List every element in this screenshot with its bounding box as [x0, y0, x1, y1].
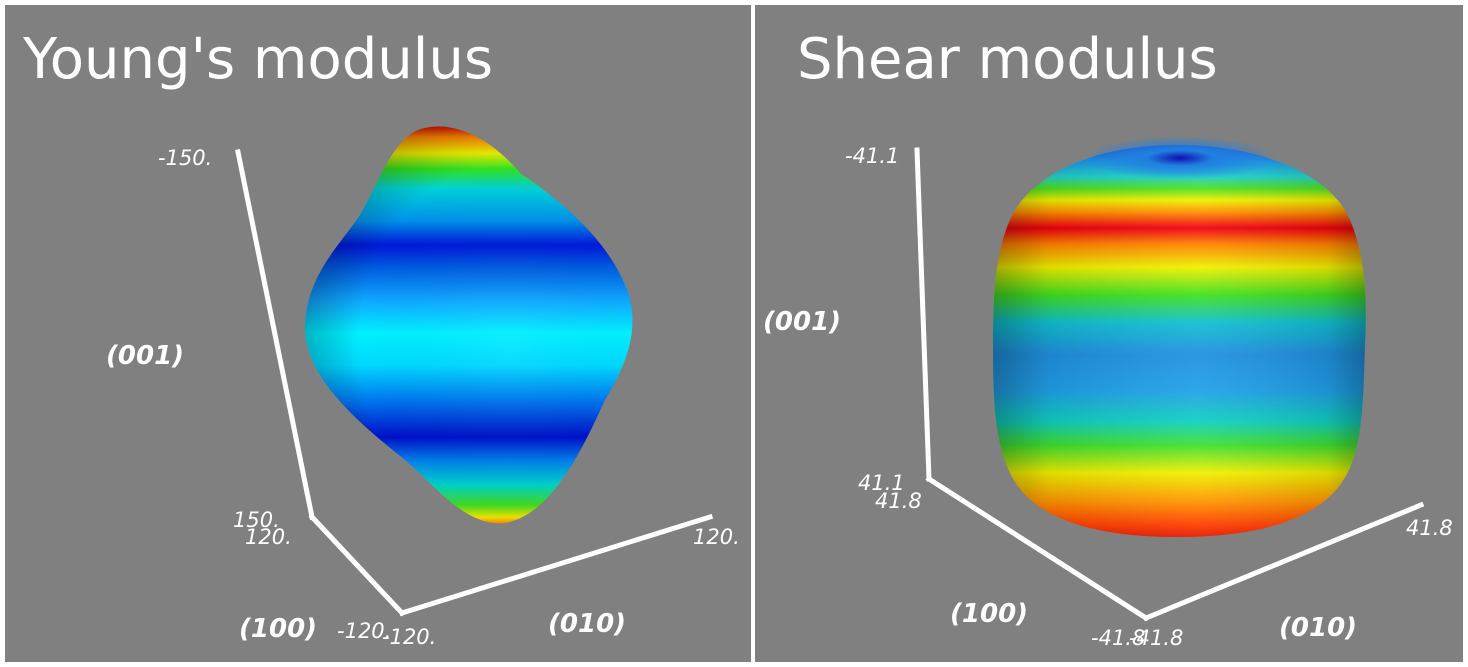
panel-title: Shear modulus	[797, 27, 1218, 92]
z-bottom-tick: 41.1	[858, 471, 905, 495]
shear-modulus-3d-plot[interactable]: -41.1 41.1 41.8 -41.8 -41.8 41.8 (001) (…	[755, 5, 1463, 662]
x-far-tick: 120.	[245, 525, 292, 549]
x-axis-line	[925, 475, 1150, 622]
youngs-modulus-panel: Young's modulus	[5, 5, 751, 662]
y-far-tick: 41.8	[1406, 516, 1453, 540]
shear-modulus-panel: Shear modulus	[755, 5, 1463, 662]
x-axis-line	[308, 513, 406, 617]
axes	[914, 147, 1425, 622]
x-axis-label: (100)	[239, 614, 317, 644]
z-top-tick: -41.1	[845, 144, 899, 168]
y-near-tick: -41.8	[1129, 626, 1183, 650]
panel-title: Young's modulus	[23, 27, 494, 92]
y-axis-line	[398, 513, 714, 617]
y-near-tick: -120.	[382, 625, 436, 649]
z-top-tick: -150.	[158, 146, 212, 170]
y-axis-label: (010)	[1279, 613, 1357, 643]
x-far-tick: 41.8	[875, 489, 922, 513]
x-near-tick: -41.8	[1091, 626, 1145, 650]
youngs-modulus-surface	[304, 126, 633, 524]
x-near-tick: -120.	[337, 619, 391, 643]
x-axis-label: (100)	[950, 599, 1028, 629]
z-axis-label: (001)	[763, 307, 841, 337]
z-axis-label: (001)	[106, 341, 184, 371]
axes	[235, 149, 714, 617]
shear-modulus-surface	[993, 136, 1366, 537]
pole-cap	[1085, 136, 1275, 180]
z-bottom-tick: 150.	[233, 508, 280, 532]
y-axis-line	[1142, 501, 1425, 622]
y-far-tick: 120.	[693, 525, 740, 549]
z-axis-line	[914, 147, 932, 482]
youngs-modulus-3d-plot[interactable]: -150. 150. 120. -120. -120. 120. (001) (…	[5, 5, 751, 662]
z-axis-line	[235, 149, 315, 520]
y-axis-label: (010)	[548, 609, 626, 639]
